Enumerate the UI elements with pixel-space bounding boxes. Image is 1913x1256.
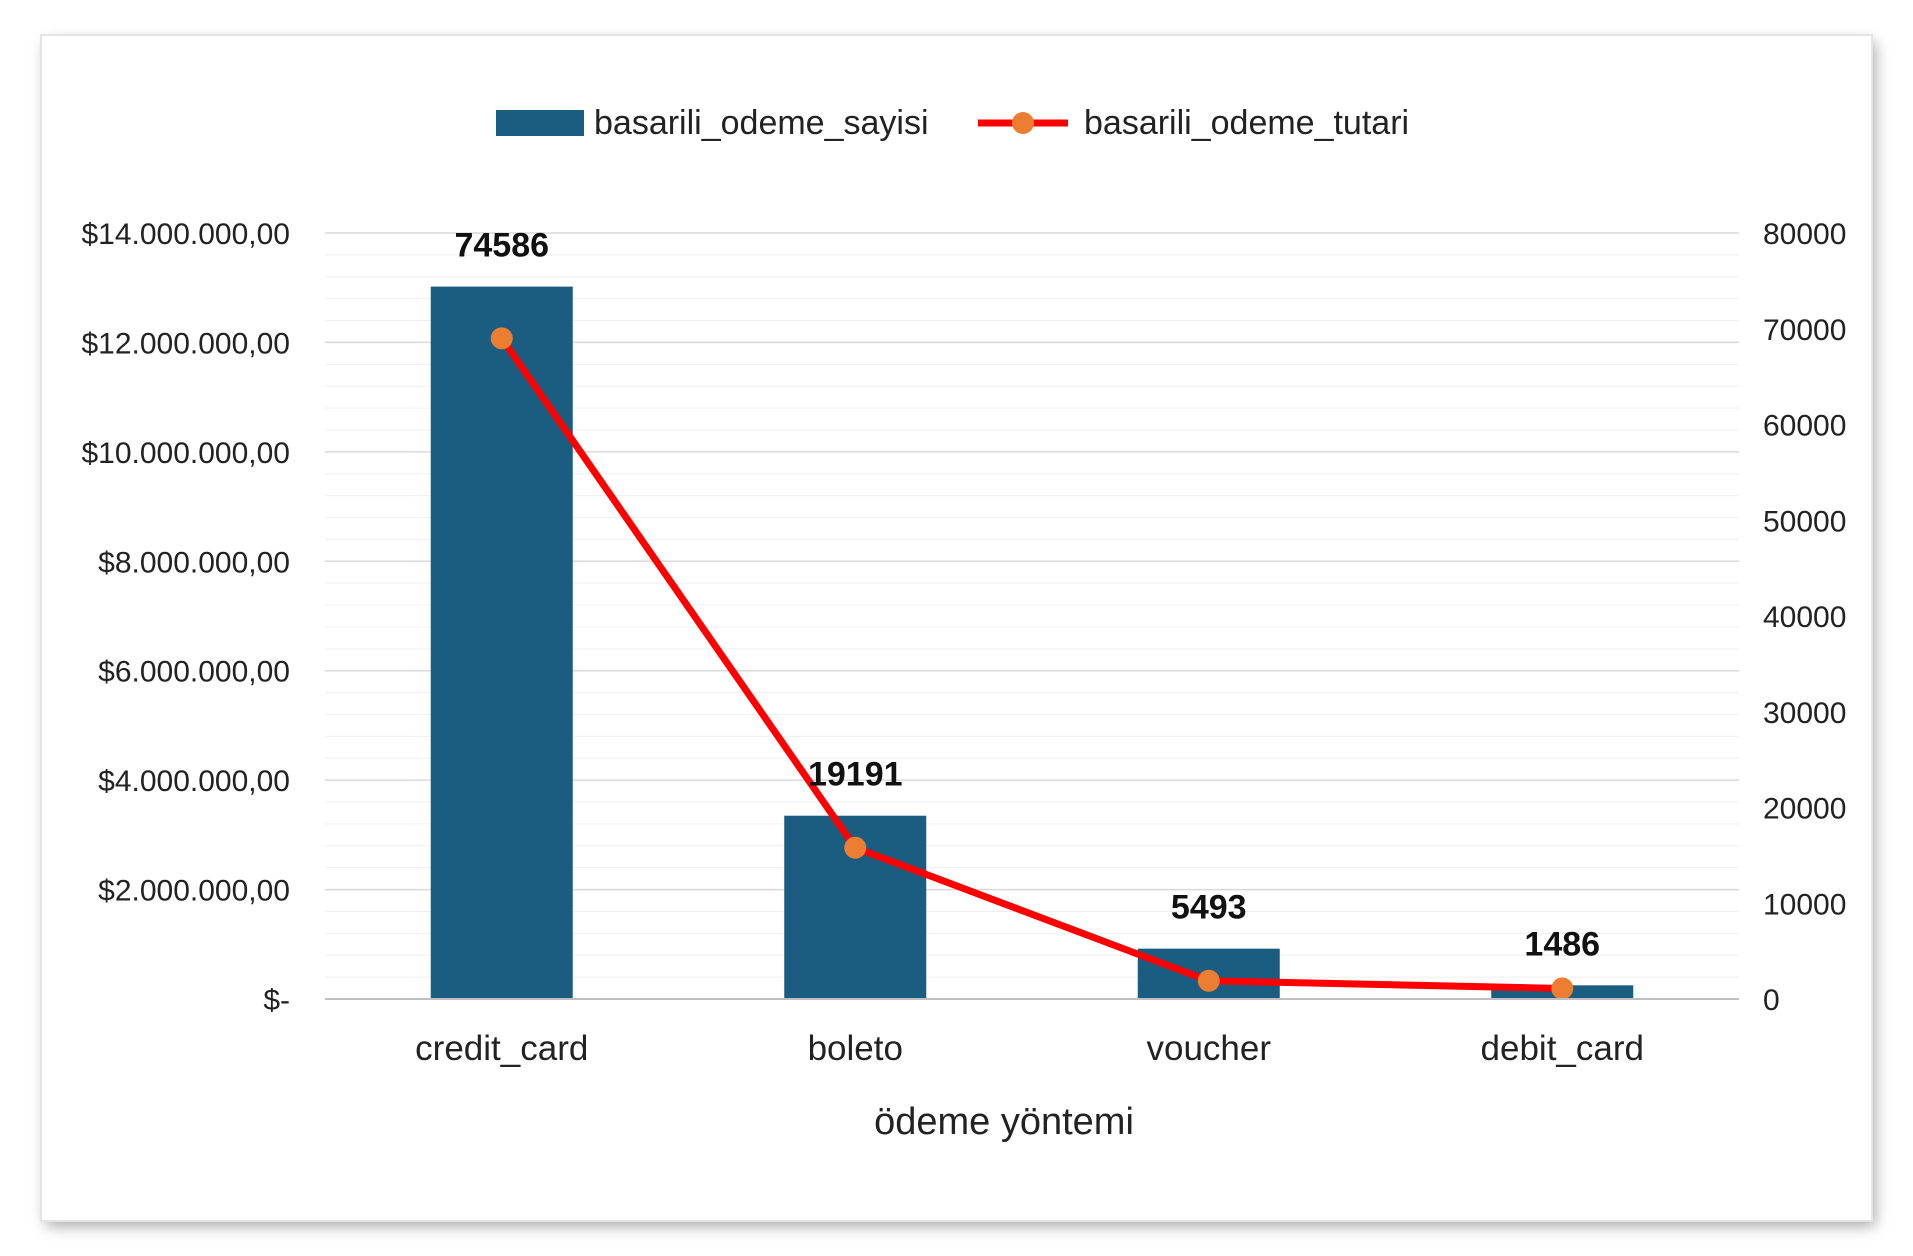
left-tick-label: $4.000.000,00 (98, 765, 290, 798)
line-point-voucher (1197, 969, 1220, 992)
line-series (490, 327, 1574, 1000)
data-label-boleto: 19191 (808, 756, 903, 794)
right-tick-label: 50000 (1763, 505, 1846, 538)
left-tick-label: $2.000.000,00 (98, 875, 290, 908)
right-tick-label: 80000 (1763, 218, 1846, 251)
line-point-boleto (844, 836, 867, 859)
chart-frame: 74586 19191 5493 1486 $- $2.000.000,00 $4.000… (42, 36, 1871, 1220)
legend: basarili_odeme_sayisi basarili_odeme_tut… (496, 104, 1409, 142)
category-label-voucher: voucher (1146, 1029, 1271, 1068)
right-tick-label: 10000 (1763, 888, 1846, 921)
legend-line-label: basarili_odeme_tutari (1084, 104, 1409, 142)
category-label-credit_card: credit_card (415, 1029, 588, 1068)
right-tick-label: 60000 (1763, 410, 1846, 443)
right-tick-label: 30000 (1763, 697, 1846, 730)
category-label-debit_card: debit_card (1481, 1029, 1644, 1068)
left-tick-label: $12.000.000,00 (81, 327, 290, 360)
line-point-debit_card (1551, 977, 1574, 1000)
right-tick-label: 70000 (1763, 314, 1846, 347)
left-tick-label: $10.000.000,00 (81, 437, 290, 470)
combo-chart: 74586 19191 5493 1486 $- $2.000.000,00 $4.000… (81, 104, 1846, 1143)
data-labels: 74586 19191 5493 1486 (454, 227, 1600, 964)
right-tick-label: 40000 (1763, 601, 1846, 634)
right-tick-label: 20000 (1763, 793, 1846, 826)
right-axis: 0 10000 20000 30000 40000 50000 60000 70000 8000… (1763, 218, 1846, 1017)
left-tick-label: $14.000.000,00 (81, 218, 290, 251)
legend-line-marker (1012, 112, 1034, 134)
bar-credit_card (430, 286, 573, 999)
category-label-boleto: boleto (808, 1029, 903, 1068)
right-tick-label: 0 (1763, 984, 1780, 1017)
left-tick-label: $- (263, 984, 290, 1017)
data-label-credit_card: 74586 (454, 227, 549, 265)
left-tick-label: $6.000.000,00 (98, 656, 290, 689)
left-tick-label: $8.000.000,00 (98, 546, 290, 579)
legend-bar-swatch (496, 110, 584, 136)
legend-bar-label: basarili_odeme_sayisi (594, 104, 929, 142)
left-axis: $- $2.000.000,00 $4.000.000,00 $6.000.000,0… (81, 218, 290, 1017)
bar-series (430, 286, 1634, 999)
x-axis: credit_card boleto voucher debit_card (325, 998, 1739, 1068)
line-point-credit_card (490, 327, 513, 350)
data-label-voucher: 5493 (1171, 889, 1247, 927)
data-label-debit_card: 1486 (1524, 925, 1600, 963)
line-path (498, 336, 1563, 992)
x-axis-title: ödeme yöntemi (874, 1101, 1134, 1143)
